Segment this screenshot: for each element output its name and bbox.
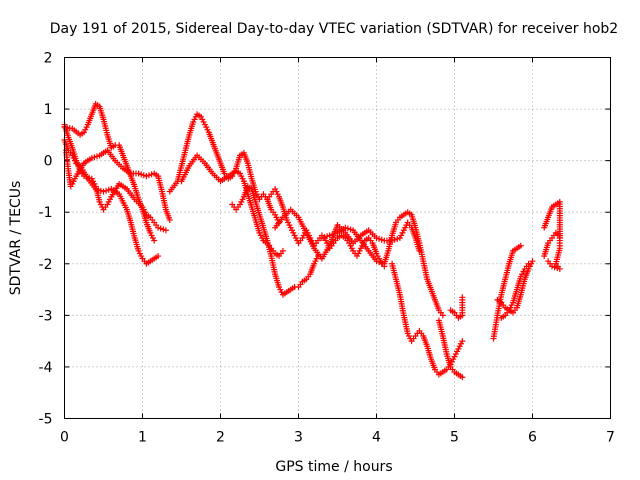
y-axis-label: SDTVAR / TECUs	[8, 181, 24, 296]
data-point	[459, 338, 466, 345]
series-satellite-track-6	[178, 152, 286, 260]
data-point	[166, 216, 173, 223]
y-tick-label: 1	[44, 102, 53, 118]
data-point	[155, 253, 162, 260]
data-point	[279, 247, 286, 254]
data-point	[92, 186, 99, 193]
x-tick-label: 3	[294, 430, 303, 446]
series-satellite-track-4	[63, 147, 173, 223]
x-axis-label: GPS time / hours	[275, 459, 392, 475]
plot-frame	[64, 57, 611, 419]
y-tick-label: -3	[39, 308, 53, 324]
series-satellite-track-18	[541, 229, 563, 272]
data-point	[151, 237, 158, 244]
y-tick-label: -1	[39, 205, 53, 221]
x-tick-label: 0	[60, 430, 69, 446]
series-satellite-track-10	[318, 209, 446, 319]
chart-title: Day 191 of 2015, Sidereal Day-to-day VTE…	[50, 21, 618, 37]
series-satellite-track-5	[166, 111, 282, 226]
x-tick-label: 4	[372, 430, 381, 446]
chart-series	[61, 100, 563, 381]
y-tick-label: -4	[39, 360, 53, 376]
data-point	[525, 260, 532, 267]
y-tick-label: -5	[39, 412, 53, 428]
data-point	[517, 242, 524, 249]
y-tick-label: -2	[39, 257, 53, 273]
y-tick-label: 2	[44, 51, 53, 67]
x-tick-label: 7	[606, 430, 615, 446]
x-tick-label: 1	[138, 430, 147, 446]
data-point	[439, 312, 446, 319]
x-tick-label: 6	[528, 430, 537, 446]
y-tick-label: 0	[44, 154, 53, 170]
series-satellite-track-7	[229, 183, 321, 298]
y-axis-tick-labels: 2 1 0 -1 -2 -3 -4 -5	[39, 51, 53, 428]
x-tick-label: 5	[450, 430, 459, 446]
series-satellite-track-13	[447, 294, 466, 321]
x-axis-tick-labels: 0 1 2 3 4 5 6 7	[60, 430, 615, 446]
series-satellite-track-17	[541, 198, 563, 241]
series-satellite-track-15	[494, 258, 536, 316]
series-satellite-track-3	[61, 137, 162, 267]
chart-grid	[64, 57, 611, 419]
data-point	[545, 258, 552, 265]
data-point	[162, 227, 169, 234]
series-satellite-track-12	[435, 317, 466, 381]
data-point	[529, 258, 536, 265]
data-point	[459, 294, 466, 301]
x-tick-label: 2	[216, 430, 225, 446]
data-point	[554, 265, 561, 272]
data-point	[459, 374, 466, 381]
series-satellite-track-16	[498, 260, 532, 321]
data-point	[276, 219, 282, 226]
series-satellite-track-1	[61, 121, 169, 234]
